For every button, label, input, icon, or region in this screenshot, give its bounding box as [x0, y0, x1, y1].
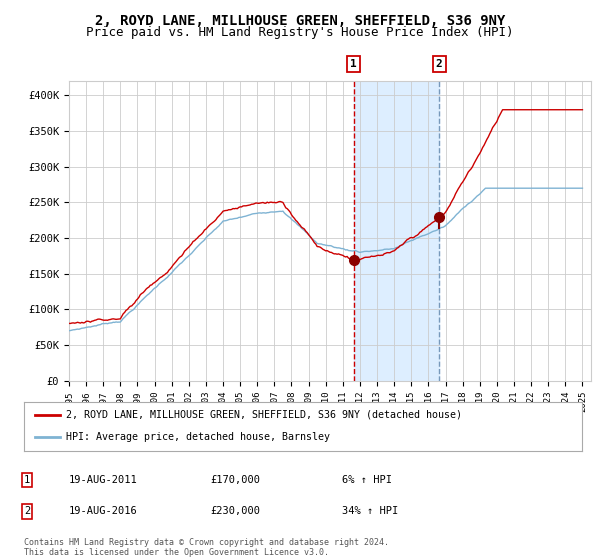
Text: 2: 2 — [436, 59, 443, 69]
Text: £230,000: £230,000 — [210, 506, 260, 516]
Text: 2, ROYD LANE, MILLHOUSE GREEN, SHEFFIELD, S36 9NY: 2, ROYD LANE, MILLHOUSE GREEN, SHEFFIELD… — [95, 14, 505, 28]
Text: 1: 1 — [350, 59, 357, 69]
Text: 2, ROYD LANE, MILLHOUSE GREEN, SHEFFIELD, S36 9NY (detached house): 2, ROYD LANE, MILLHOUSE GREEN, SHEFFIELD… — [66, 410, 462, 420]
Text: Contains HM Land Registry data © Crown copyright and database right 2024.
This d: Contains HM Land Registry data © Crown c… — [24, 538, 389, 557]
Text: 19-AUG-2016: 19-AUG-2016 — [69, 506, 138, 516]
Text: £170,000: £170,000 — [210, 475, 260, 485]
Text: 1: 1 — [24, 475, 30, 485]
Text: 2: 2 — [24, 506, 30, 516]
Text: 34% ↑ HPI: 34% ↑ HPI — [342, 506, 398, 516]
Text: 6% ↑ HPI: 6% ↑ HPI — [342, 475, 392, 485]
Bar — [353, 81, 439, 381]
Text: HPI: Average price, detached house, Barnsley: HPI: Average price, detached house, Barn… — [66, 432, 330, 442]
Text: 19-AUG-2011: 19-AUG-2011 — [69, 475, 138, 485]
Text: Price paid vs. HM Land Registry's House Price Index (HPI): Price paid vs. HM Land Registry's House … — [86, 26, 514, 39]
